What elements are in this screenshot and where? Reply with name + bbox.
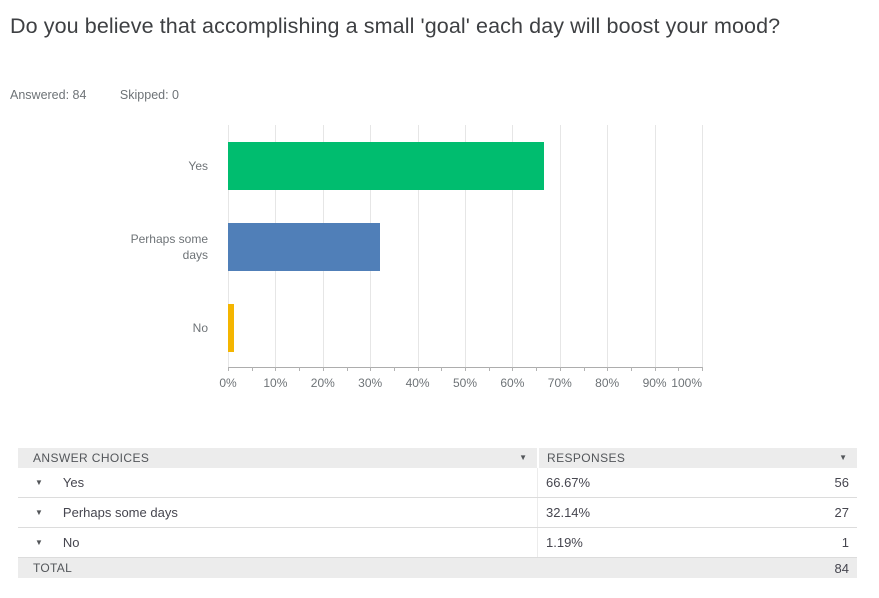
gridline (559, 125, 561, 367)
axis-tick (417, 367, 419, 371)
page-title: Do you believe that accomplishing a smal… (10, 14, 781, 38)
table-header-row: ANSWER CHOICES ▼ RESPONSES ▼ (18, 448, 857, 468)
category-label: No (192, 320, 208, 335)
axis-tick (488, 367, 490, 371)
answer-label: Yes (62, 475, 85, 490)
answer-choices-sort-caret-icon[interactable]: ▼ (519, 453, 527, 462)
row-expand-caret-icon[interactable]: ▼ (35, 507, 43, 517)
axis-tick (393, 367, 395, 371)
response-cell: 66.67% 56 (537, 468, 857, 497)
axis-tick (583, 367, 585, 371)
axis-tick (630, 367, 632, 371)
gridline (702, 125, 703, 367)
bar-perhaps-some-days (228, 222, 381, 271)
response-percent: 66.67% (546, 475, 591, 490)
gridline (512, 125, 514, 367)
x-axis-tick-label: 70% (547, 376, 572, 390)
axis-tick (654, 367, 656, 371)
answer-cell: ▼ Perhaps some days (18, 498, 537, 527)
row-expand-caret-icon[interactable]: ▼ (35, 537, 43, 547)
header-cell-answer-choices: ANSWER CHOICES ▼ (18, 448, 537, 468)
x-axis-tick-label: 20% (310, 376, 335, 390)
answer-choices-header-label: ANSWER CHOICES (33, 451, 150, 465)
gridline (607, 125, 609, 367)
gridline (417, 125, 419, 367)
answer-label: Perhaps some days (62, 505, 178, 520)
axis-tick (559, 367, 561, 371)
answered-count: Answered: 84 (10, 88, 87, 102)
axis-tick (678, 367, 680, 371)
bar-chart-plot-area (228, 125, 703, 371)
x-axis-tick-label: 60% (500, 376, 525, 390)
total-label: TOTAL (33, 561, 73, 575)
x-axis-tick-label: 0% (219, 376, 237, 390)
table-row-perhaps-some-days: ▼ Perhaps some days 32.14% 27 (18, 498, 857, 528)
axis-tick (299, 367, 301, 371)
x-axis-tick-label: 50% (452, 376, 478, 390)
header-cell-responses: RESPONSES ▼ (537, 448, 857, 468)
bar-yes (228, 141, 545, 190)
responses-sort-caret-icon[interactable]: ▼ (839, 453, 847, 462)
x-axis-tick-label: 10% (263, 376, 288, 390)
row-expand-caret-icon[interactable]: ▼ (35, 477, 43, 487)
axis-tick (536, 367, 538, 371)
response-count: 56 (834, 475, 849, 490)
total-label-cell: TOTAL (18, 558, 537, 578)
x-axis-tick-labels: 0% 10% 20% 30% 40% 50% 60% 70% 80% 90% 100% (219, 376, 702, 392)
table-row-yes: ▼ Yes 66.67% 56 (18, 468, 857, 498)
axis-tick (607, 367, 609, 371)
axis-tick (228, 367, 229, 371)
responses-header-label: RESPONSES (547, 451, 626, 465)
table-total-row: TOTAL 84 (18, 558, 857, 578)
axis-tick (465, 367, 466, 371)
axis-tick (370, 367, 372, 371)
category-label: Yes (188, 158, 208, 173)
axis-tick (251, 367, 253, 371)
table-row-no: ▼ No 1.19% 1 (18, 528, 857, 558)
gridline (465, 125, 466, 367)
x-axis-tick-label: 80% (595, 376, 620, 390)
response-meta: Answered: 84 Skipped: 0 (10, 88, 209, 102)
response-count: 27 (834, 505, 849, 520)
x-axis-tick-label: 30% (358, 376, 383, 390)
response-percent: 1.19% (546, 535, 583, 550)
answer-cell: ▼ Yes (18, 468, 537, 497)
y-axis-category-labels: Yes Perhaps some days No (118, 125, 218, 368)
bar-no (228, 303, 234, 352)
x-axis-tick-label: 90% (642, 376, 667, 390)
axis-tick (702, 367, 703, 371)
axis-tick (346, 367, 348, 371)
response-count: 1 (841, 535, 849, 550)
axis-tick (275, 367, 277, 371)
axis-tick (322, 367, 324, 371)
answer-label: No (62, 535, 80, 550)
gridline (654, 125, 656, 367)
response-cell: 32.14% 27 (537, 498, 857, 527)
axis-tick (441, 367, 443, 371)
x-axis-tick-label: 40% (405, 376, 430, 390)
axis-tick (512, 367, 514, 371)
answer-cell: ▼ No (18, 528, 537, 557)
results-table: ANSWER CHOICES ▼ RESPONSES ▼ ▼ Yes 66.67… (18, 448, 857, 578)
response-cell: 1.19% 1 (537, 528, 857, 557)
total-count: 84 (834, 560, 849, 576)
x-axis-tick-label: 100% (671, 376, 702, 390)
response-percent: 32.14% (546, 505, 591, 520)
category-label: Perhaps some days (130, 231, 208, 262)
skipped-count: Skipped: 0 (119, 88, 179, 102)
total-value-cell: 84 (537, 558, 857, 578)
